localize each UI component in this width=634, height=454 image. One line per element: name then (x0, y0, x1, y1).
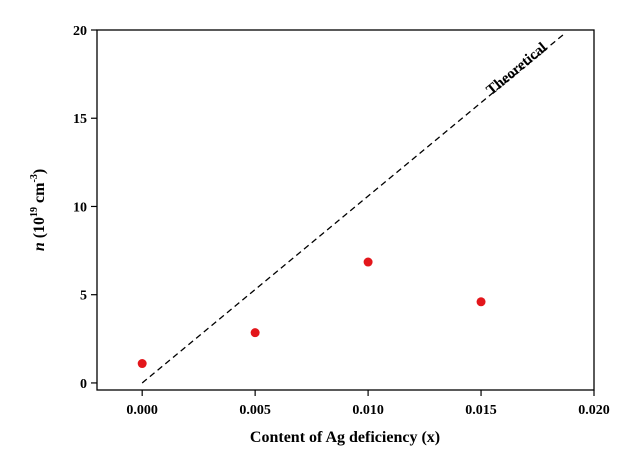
annotation-theoretical: Theoretical (484, 40, 550, 99)
x-tick-label: 0.010 (352, 403, 384, 418)
tick-labels: 0.000 0.005 0.010 0.015 0.020 0 5 10 15 20 (73, 24, 610, 418)
x-tick-label: 0.000 (126, 403, 158, 418)
data-point (137, 359, 147, 369)
data-marks (137, 33, 566, 384)
x-tick-label: 0.015 (465, 403, 497, 418)
axis-ticks (91, 29, 595, 396)
plot-frame (96, 29, 595, 391)
y-axis-title-var: n (31, 242, 48, 251)
x-tick-label: 0.005 (239, 403, 271, 418)
y-tick-label: 15 (73, 112, 87, 127)
x-axis-title: Content of Ag deficiency (x) (250, 429, 440, 446)
y-axis-title: n (1019 cm-3) (29, 169, 48, 251)
y-tick-label: 10 (73, 200, 87, 215)
y-axis-title-exp2: -3 (29, 174, 40, 182)
y-axis-title-open: (10 (31, 217, 48, 242)
y-axis-title-exp1: 19 (29, 207, 40, 217)
data-point (363, 257, 373, 267)
data-point (250, 328, 260, 338)
y-tick-label: 5 (80, 289, 87, 304)
y-tick-label: 0 (80, 377, 87, 392)
y-axis-title-mid: cm (31, 182, 48, 207)
y-tick-label: 20 (73, 24, 87, 39)
theoretical-line (141, 33, 566, 384)
y-axis-title-close: ) (31, 169, 48, 174)
data-point (476, 297, 486, 307)
x-tick-label: 0.020 (578, 403, 610, 418)
